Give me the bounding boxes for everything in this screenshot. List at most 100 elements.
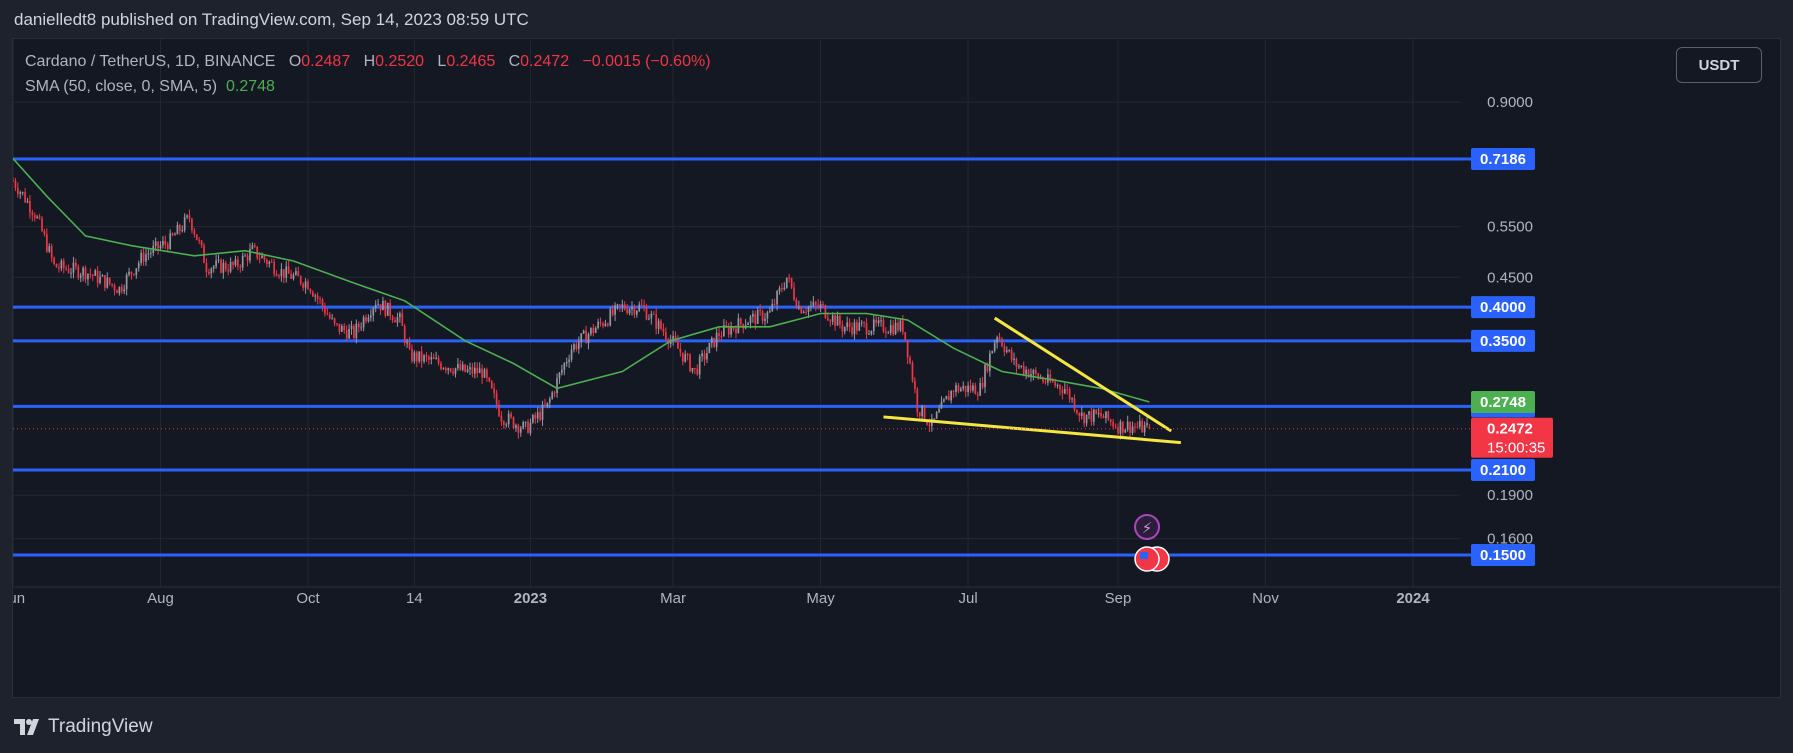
tradingview-logo[interactable]: TradingView xyxy=(14,712,153,742)
candle-body xyxy=(795,299,798,309)
candle-body xyxy=(831,315,834,322)
candle-body xyxy=(548,398,551,403)
candle-body xyxy=(133,273,135,275)
candle-body xyxy=(1025,369,1027,375)
candle-body xyxy=(897,322,899,331)
candle-body xyxy=(522,421,525,429)
candle-body xyxy=(802,311,805,314)
candle-body xyxy=(580,333,583,343)
price-chart[interactable]: ⚡ 0.9000 0.5500 0.4500 0.1900 0.1600 Jun Aug Oct… xyxy=(13,39,1781,698)
candle-body xyxy=(166,244,169,249)
candle-body xyxy=(486,369,488,378)
candle-body xyxy=(31,212,34,216)
candle-body xyxy=(517,425,520,433)
candle-body xyxy=(178,224,181,231)
candle-body xyxy=(169,233,172,249)
candle-body xyxy=(783,287,786,290)
level-price-label-bg xyxy=(1471,296,1535,319)
candle-body xyxy=(338,323,341,332)
candle-body xyxy=(1119,421,1122,434)
candle-body xyxy=(435,357,437,359)
candle-body xyxy=(623,304,626,310)
candle-body xyxy=(493,388,496,394)
candle-body xyxy=(328,314,331,319)
price-axis-label: 0.9000 xyxy=(1487,94,1533,111)
candle-body xyxy=(614,305,616,315)
ohlc-legend: Cardano / TetherUS, 1D, BINANCE O0.2487 … xyxy=(25,53,711,71)
candle-body xyxy=(478,368,481,374)
candle-body xyxy=(232,261,234,266)
candle-body xyxy=(379,304,382,311)
candle-body xyxy=(295,271,297,275)
candle-body xyxy=(449,368,452,372)
candle-body xyxy=(307,281,309,290)
wedge-trendline xyxy=(993,316,1173,433)
candle-body xyxy=(208,272,210,274)
candle-body xyxy=(846,322,849,328)
candle-body xyxy=(176,224,179,235)
candle-body xyxy=(471,367,474,374)
candle-body xyxy=(111,283,113,286)
candle-body xyxy=(246,255,249,261)
candle-body xyxy=(677,341,679,349)
candle-body xyxy=(781,288,783,290)
candle-body xyxy=(99,276,101,284)
symbol-label[interactable]: Cardano / TetherUS, 1D, BINANCE xyxy=(25,53,276,70)
candle-body xyxy=(841,324,844,332)
candle-body xyxy=(727,326,730,335)
sma-line xyxy=(13,157,1150,403)
candle-body xyxy=(46,234,48,252)
level-price-label: 0.2100 xyxy=(1480,462,1526,479)
candle-body xyxy=(575,344,578,349)
sma-legend[interactable]: SMA (50, close, 0, SMA, 5) 0.2748 xyxy=(25,78,275,96)
currency-button[interactable]: USDT xyxy=(1676,47,1762,83)
candle-body xyxy=(444,368,447,371)
candle-body xyxy=(420,351,423,362)
candle-body xyxy=(205,262,208,273)
candle-body xyxy=(488,377,491,382)
candle-body xyxy=(1003,346,1006,352)
candle-body xyxy=(587,334,590,344)
candle-body xyxy=(415,352,418,362)
candle-body xyxy=(251,245,254,250)
chart-panel[interactable]: ⚡ 0.9000 0.5500 0.4500 0.1900 0.1600 Jun Aug Oct… xyxy=(12,38,1781,698)
candle-body xyxy=(935,412,938,419)
candle-body xyxy=(1085,414,1088,424)
candle-body xyxy=(350,325,353,329)
candle-body xyxy=(851,327,853,335)
candle-body xyxy=(812,302,815,306)
tradingview-logo-text: TradingView xyxy=(48,716,153,737)
candle-body xyxy=(626,309,629,314)
candle-body xyxy=(261,255,263,259)
candle-body xyxy=(599,321,602,324)
candle-body xyxy=(399,313,401,318)
candle-body xyxy=(91,274,94,276)
time-axis-label: May xyxy=(806,590,835,607)
candle-body xyxy=(914,380,916,390)
us-flag-canton xyxy=(1140,552,1149,559)
publisher-line: danielledt8 published on TradingView.com… xyxy=(14,10,529,29)
candle-body xyxy=(1107,411,1110,420)
candle-body xyxy=(889,325,892,333)
level-price-label-bg xyxy=(1471,458,1535,481)
candle-body xyxy=(87,273,89,280)
candle-body xyxy=(302,283,305,288)
time-axis-label: Nov xyxy=(1252,590,1279,607)
candle-body xyxy=(701,353,703,357)
candle-body xyxy=(1117,427,1119,434)
level-price-label-bg xyxy=(1471,148,1535,170)
candle-body xyxy=(643,304,645,308)
candle-body xyxy=(822,304,824,306)
candle-body xyxy=(220,259,222,273)
candle-body xyxy=(1078,412,1081,416)
candle-body xyxy=(814,302,817,305)
candle-body xyxy=(53,257,55,265)
candle-body xyxy=(370,315,372,318)
open-label: O xyxy=(288,53,302,70)
candle-body xyxy=(193,230,196,235)
candle-body xyxy=(696,368,699,375)
candle-body xyxy=(1097,413,1100,415)
candle-body xyxy=(137,262,140,269)
candle-body xyxy=(529,422,532,433)
candle-body xyxy=(776,291,778,305)
